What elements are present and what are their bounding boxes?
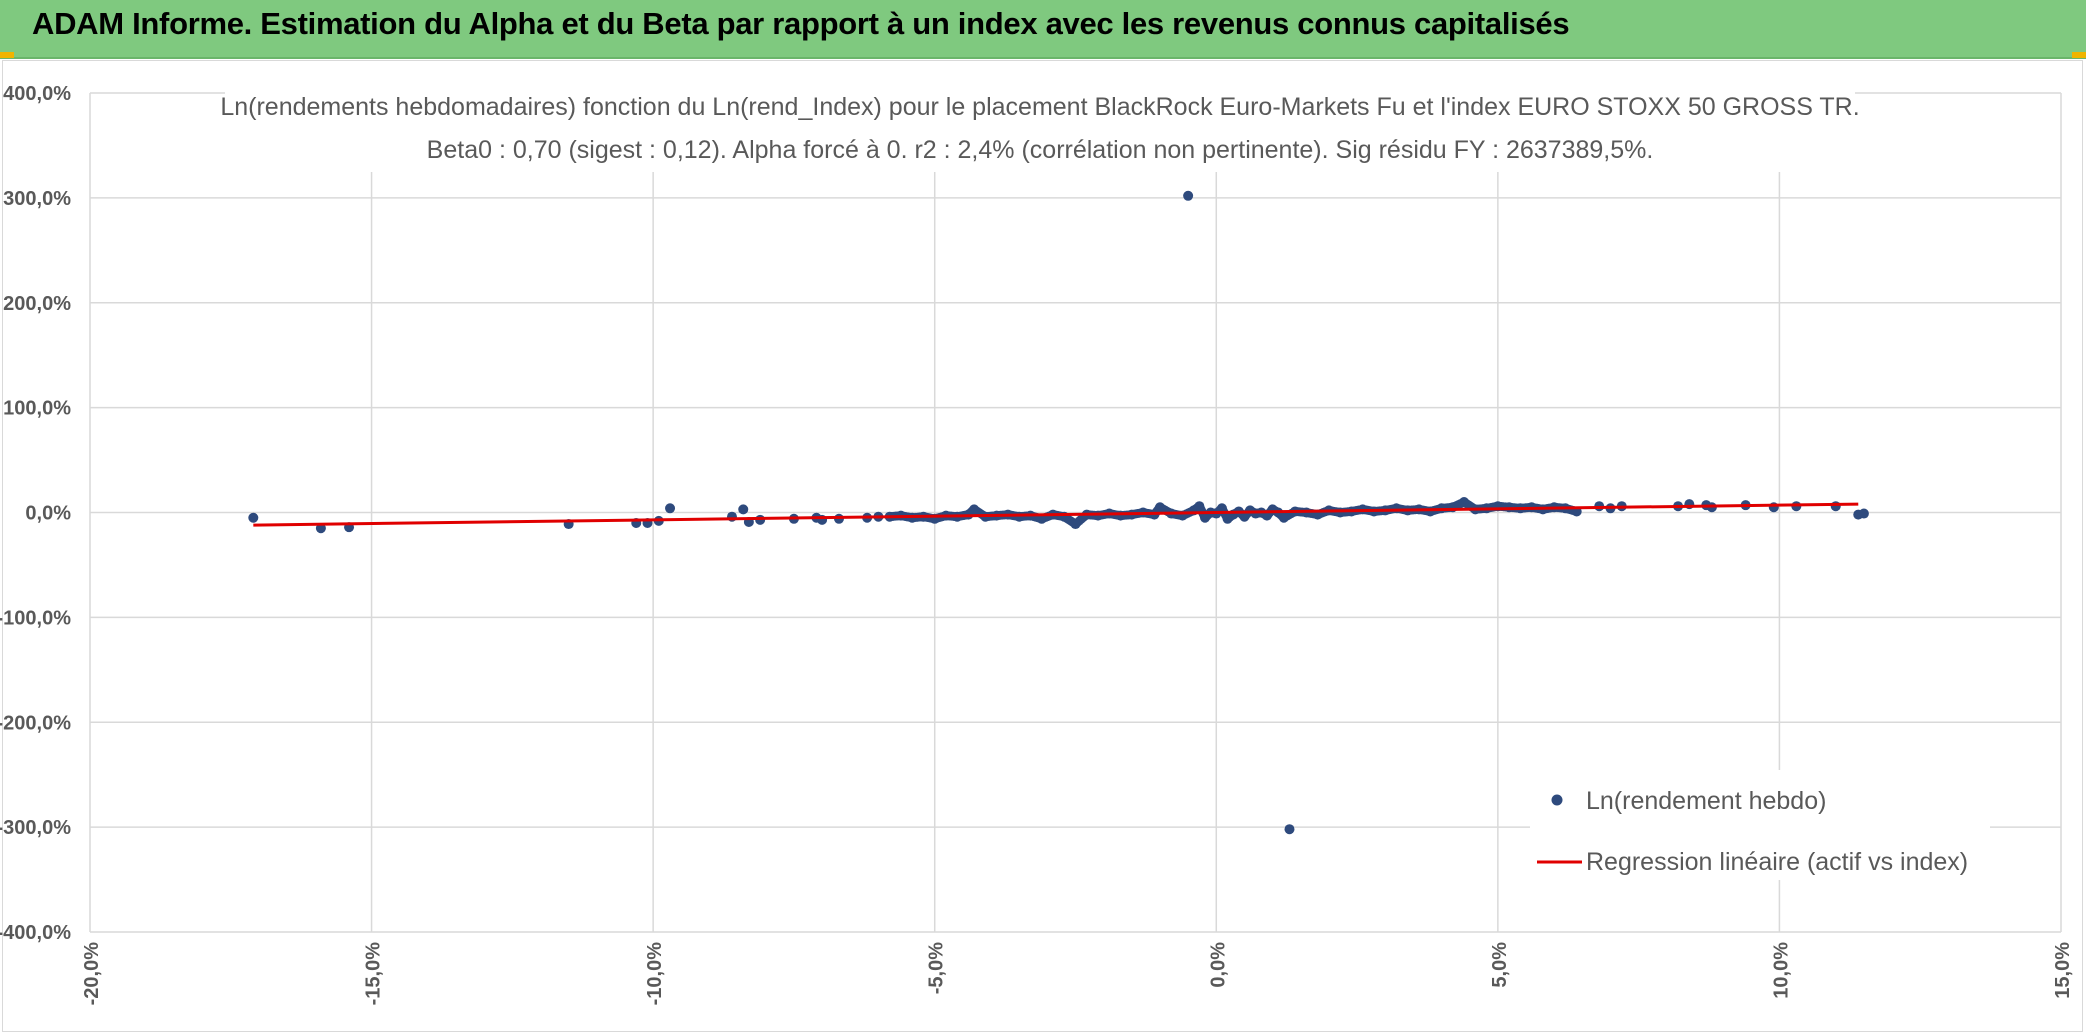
- y-tick-label: -100,0%: [0, 607, 71, 629]
- regression-line: [253, 502, 1859, 527]
- legend-label-points: Ln(rendement hebdo): [1586, 787, 1826, 815]
- banner-corner-left: [0, 52, 14, 58]
- data-point: [665, 503, 676, 514]
- banner-corner-right: [2072, 52, 2086, 58]
- data-point: [248, 512, 259, 523]
- data-point: [1183, 190, 1194, 201]
- y-tick-label: -200,0%: [0, 712, 71, 734]
- data-point: [1284, 824, 1295, 835]
- x-tick-label: 15,0%: [2052, 942, 2074, 999]
- y-axis-tick-labels: 400,0% 300,0% 200,0% 100,0% 0,0% -100,0% -200,…: [0, 83, 71, 944]
- legend-label-line: Regression linéaire (actif vs index): [1586, 848, 1968, 876]
- chart-title-group: Ln(rendements hebdomadaires) fonction du…: [220, 82, 1860, 172]
- y-tick-label: 0,0%: [25, 503, 71, 525]
- x-tick-label: 10,0%: [1770, 942, 1792, 999]
- legend-marker-points: [1551, 794, 1563, 806]
- title-banner: ADAM Informe. Estimation du Alpha et du …: [0, 0, 2086, 59]
- x-tick-label: -15,0%: [363, 942, 385, 1006]
- chart-title: Ln(rendements hebdomadaires) fonction du…: [220, 93, 1859, 121]
- y-tick-label: 100,0%: [3, 398, 71, 420]
- x-tick-label: 0,0%: [1207, 942, 1229, 988]
- x-tick-label: 5,0%: [1489, 942, 1511, 988]
- y-tick-label: -300,0%: [0, 817, 71, 839]
- x-tick-label: -10,0%: [644, 942, 666, 1006]
- series-regression: [253, 502, 1859, 527]
- report-title: ADAM Informe. Estimation du Alpha et du …: [32, 6, 1570, 41]
- y-tick-label: 200,0%: [3, 293, 71, 315]
- x-axis-tick-labels: -20,0% -15,0% -10,0% -5,0% 0,0% 5,0% 10,0% 15,0…: [81, 942, 2074, 1006]
- chart-frame: [2, 60, 2083, 1032]
- chart-title-background: [225, 82, 1855, 172]
- y-tick-label: -400,0%: [0, 922, 71, 944]
- legend: Ln(rendement hebdo) Regression linéaire …: [1530, 770, 1990, 880]
- chart-subtitle: Beta0 : 0,70 (sigest : 0,12). Alpha forc…: [427, 136, 1654, 164]
- x-tick-label: -20,0%: [81, 942, 103, 1006]
- legend-background: [1530, 770, 1990, 880]
- data-point: [1830, 501, 1841, 512]
- data-point: [1858, 508, 1869, 519]
- data-point: [738, 504, 749, 515]
- x-tick-label: -5,0%: [926, 942, 948, 994]
- y-tick-label: 300,0%: [3, 188, 71, 210]
- y-tick-label: 400,0%: [3, 83, 71, 105]
